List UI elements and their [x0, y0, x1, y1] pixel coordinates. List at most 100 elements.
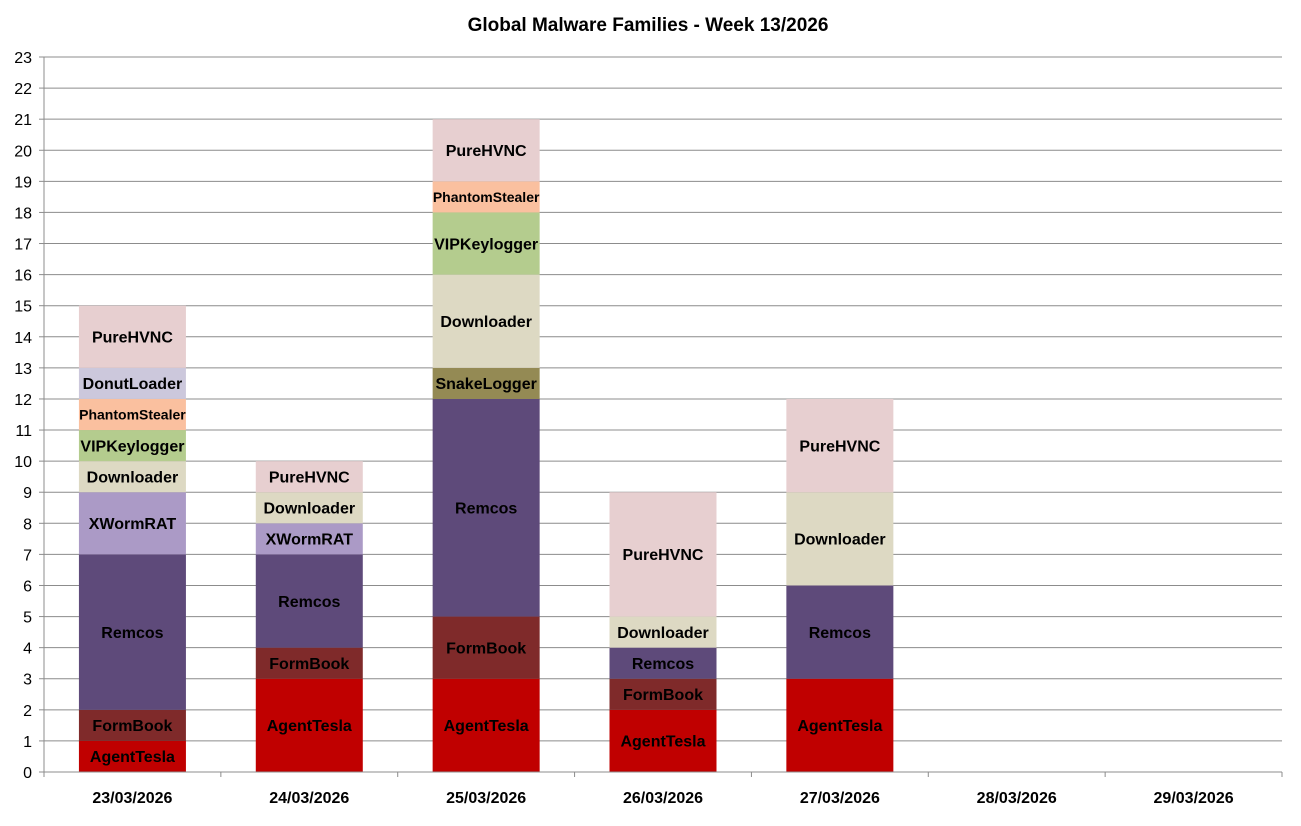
bar-label-agenttesla: AgentTesla	[797, 718, 882, 735]
bar-segment-downloader	[432, 274, 540, 368]
bar-label-formbook: FormBook	[269, 656, 349, 673]
bar-label-remcos: Remcos	[455, 501, 517, 518]
bar-segment-agenttesla	[255, 678, 363, 772]
bar-label-downloader: Downloader	[440, 314, 532, 331]
gridlines	[44, 56, 1282, 742]
x-tick-label: 26/03/2026	[623, 790, 703, 807]
x-tick-label: 27/03/2026	[800, 790, 880, 807]
bar-label-formbook: FormBook	[623, 687, 703, 704]
y-tick-label: 6	[23, 578, 32, 595]
bar-label-remcos: Remcos	[809, 625, 871, 642]
x-tick-label: 24/03/2026	[269, 790, 349, 807]
bars: AgentTesla FormBook Remcos XWormRAT Download…	[78, 119, 894, 772]
bar-label-remcos: Remcos	[632, 656, 694, 673]
bar-segment-formbook	[432, 616, 540, 679]
y-tick-label: 15	[14, 299, 32, 316]
bar-label-xwormrat: XWormRAT	[89, 516, 177, 533]
x-tick-label: 25/03/2026	[446, 790, 526, 807]
bar-label-snakelogger: SnakeLogger	[435, 376, 536, 393]
bar-label-downloader: Downloader	[617, 625, 709, 642]
y-tick-label: 7	[23, 547, 32, 564]
bar-segment-formbook	[255, 647, 363, 679]
bar-segment-xwormrat	[255, 523, 363, 555]
bar-label-purehvnc: PureHVNC	[799, 438, 880, 455]
bar-label-vipkeylogger: VIPKeylogger	[434, 236, 538, 253]
bar-segment-agenttesla	[432, 678, 540, 772]
bar-label-agenttesla: AgentTesla	[620, 734, 705, 751]
bar-label-agenttesla: AgentTesla	[90, 749, 175, 766]
bar-segment-purehvnc	[786, 398, 894, 493]
axes: 0123456789101112131415161718192021222323…	[14, 50, 1283, 807]
y-tick-label: 8	[23, 516, 32, 533]
bar-label-remcos: Remcos	[278, 594, 340, 611]
bar-segment-downloader	[609, 616, 717, 648]
bar-segment-purehvnc	[432, 119, 540, 182]
bar-segment-snakelogger	[432, 367, 540, 399]
bar-segment-remcos	[255, 554, 363, 648]
bar-label-agenttesla: AgentTesla	[444, 718, 529, 735]
bar-segment-donutloader	[78, 367, 186, 399]
y-tick-label: 10	[14, 454, 32, 471]
bar-label-xwormrat: XWormRAT	[266, 532, 354, 549]
bar-label-downloader: Downloader	[87, 469, 179, 486]
y-tick-label: 19	[14, 174, 32, 191]
y-tick-label: 17	[14, 237, 32, 254]
bar-segment-purehvnc	[78, 305, 186, 368]
y-tick-label: 22	[14, 81, 32, 98]
bar-segment-purehvnc	[255, 461, 363, 493]
y-tick-label: 9	[23, 485, 32, 502]
bar-segment-xwormrat	[78, 492, 186, 555]
bar-label-purehvnc: PureHVNC	[269, 469, 350, 486]
bar-segment-phantomstealer	[78, 398, 186, 431]
bar-segment-remcos	[609, 647, 717, 679]
y-tick-label: 4	[23, 641, 32, 658]
y-tick-label: 3	[23, 672, 32, 689]
x-tick-label: 29/03/2026	[1154, 790, 1234, 807]
bar-segment-agenttesla	[609, 709, 717, 772]
bar-segment-vipkeylogger	[432, 212, 540, 275]
chart-title: Global Malware Families - Week 13/2026	[468, 15, 829, 36]
bar-segment-purehvnc	[609, 492, 717, 617]
x-tick-label: 23/03/2026	[92, 790, 172, 807]
bar-label-purehvnc: PureHVNC	[623, 547, 704, 564]
bar-label-donutloader: DonutLoader	[83, 376, 183, 393]
bar-label-phantomstealer: PhantomStealer	[433, 189, 540, 205]
y-tick-label: 23	[14, 50, 32, 67]
bar-label-remcos: Remcos	[101, 625, 163, 642]
y-tick-label: 14	[14, 330, 32, 347]
y-tick-label: 5	[23, 610, 32, 627]
y-tick-label: 1	[23, 734, 32, 751]
y-tick-label: 0	[23, 765, 32, 782]
bar-segment-phantomstealer	[432, 181, 540, 213]
bar-segment-downloader	[786, 492, 894, 586]
bar-segment-formbook	[78, 709, 186, 741]
bar-label-formbook: FormBook	[92, 718, 172, 735]
x-tick-label: 28/03/2026	[977, 790, 1057, 807]
bar-label-vipkeylogger: VIPKeylogger	[80, 438, 184, 455]
bar-segment-formbook	[609, 678, 717, 710]
bar-segment-remcos	[786, 585, 894, 679]
bar-segment-remcos	[78, 554, 186, 710]
bar-label-downloader: Downloader	[794, 532, 886, 549]
bar-segment-agenttesla	[786, 678, 894, 772]
y-tick-label: 21	[14, 112, 32, 129]
y-tick-label: 12	[14, 392, 32, 409]
y-tick-label: 2	[23, 703, 32, 720]
bar-segment-vipkeylogger	[78, 430, 186, 462]
bar-label-agenttesla: AgentTesla	[267, 718, 352, 735]
y-tick-label: 20	[14, 143, 32, 160]
y-tick-label: 16	[14, 268, 32, 285]
bar-label-formbook: FormBook	[446, 640, 526, 657]
bar-segment-remcos	[432, 398, 540, 617]
bar-label-purehvnc: PureHVNC	[92, 330, 173, 347]
bar-label-purehvnc: PureHVNC	[446, 143, 527, 160]
bar-segment-downloader	[78, 461, 186, 493]
y-tick-label: 13	[14, 361, 32, 378]
y-tick-label: 11	[15, 423, 32, 440]
y-tick-label: 18	[14, 205, 32, 222]
bar-label-phantomstealer: PhantomStealer	[79, 407, 186, 423]
bar-segment-agenttesla	[78, 740, 186, 772]
bar-segment-downloader	[255, 492, 363, 524]
